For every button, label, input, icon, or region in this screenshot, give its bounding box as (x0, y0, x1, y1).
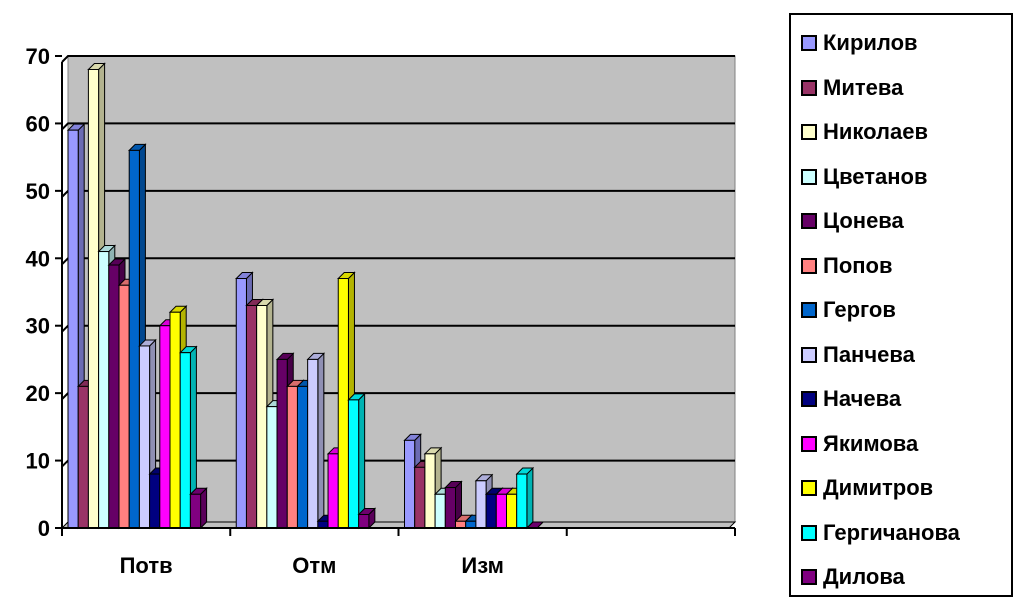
legend-label: Якимова (823, 430, 919, 456)
x-category-label: Отм (292, 553, 336, 578)
legend-item: Дилова (801, 562, 905, 592)
legend-item: Попов (801, 251, 893, 281)
legend: Кирилов Митева Николаев Цветанов Цонева Попов… (789, 13, 1013, 597)
bar (357, 507, 377, 530)
legend-swatch (801, 524, 817, 541)
y-tick-label: 10 (26, 449, 50, 474)
y-tick-label: 50 (26, 179, 50, 204)
legend-swatch (801, 435, 817, 452)
y-tick-label: 20 (26, 381, 50, 406)
legend-swatch (801, 124, 817, 140)
gridline (61, 55, 735, 63)
legend-item: Гергичанова (801, 518, 960, 548)
bars (66, 62, 545, 530)
legend-swatch (801, 35, 817, 51)
legend-label: Дилова (823, 564, 905, 589)
y-tick-label: 60 (26, 111, 50, 136)
legend-swatch (801, 168, 817, 185)
gridline (61, 122, 735, 131)
legend-label: Гергов (823, 297, 896, 322)
legend-swatch (801, 257, 817, 274)
legend-item: Кирилов (801, 28, 918, 58)
legend-label: Цветанов (823, 163, 928, 189)
bar (189, 487, 208, 530)
legend-swatch (801, 79, 817, 96)
y-tick-label: 30 (26, 314, 50, 339)
y-tick-label: 70 (26, 44, 50, 69)
legend-label: Попов (823, 252, 893, 278)
legend-item: Гергов (801, 295, 896, 325)
bar (515, 466, 535, 530)
legend-item: Якимова (801, 429, 918, 459)
legend-swatch (801, 569, 817, 585)
legend-label: Димитров (823, 475, 934, 500)
y-tick-label: 0 (38, 516, 50, 541)
legend-label: Начева (823, 386, 902, 411)
bar (306, 352, 326, 530)
legend-item: Цветанов (801, 162, 928, 192)
legend-item: Митева (801, 73, 903, 103)
legend-label: Кирилов (823, 30, 918, 55)
axes (55, 55, 736, 536)
x-category-label: Потв (120, 553, 173, 578)
legend-swatch (801, 302, 817, 318)
bar (347, 392, 366, 530)
legend-item: Панчева (801, 340, 915, 370)
legend-label: Панчева (823, 341, 915, 367)
legend-label: Николаев (823, 119, 928, 144)
legend-swatch (801, 391, 817, 407)
legend-label: Гергичанова (823, 519, 960, 545)
legend-swatch (801, 480, 817, 496)
bar-chart: 0 10 20 30 40 50 60 70 Потв Отм Изм (26, 44, 737, 578)
legend-label: Цонева (823, 208, 904, 233)
y-axis-tick-labels: 0 10 20 30 40 50 60 70 (26, 44, 50, 541)
legend-swatch (801, 213, 817, 229)
legend-item: Николаев (801, 117, 928, 147)
bar (444, 480, 463, 530)
legend-label: Митева (823, 74, 904, 100)
x-category-label: Изм (461, 553, 503, 578)
legend-swatch (801, 346, 817, 363)
x-axis-category-labels: Потв Отм Изм (120, 553, 504, 578)
legend-item: Начева (801, 384, 901, 414)
y-tick-label: 40 (26, 246, 50, 271)
legend-item: Цонева (801, 206, 904, 236)
legend-item: Димитров (801, 473, 933, 503)
